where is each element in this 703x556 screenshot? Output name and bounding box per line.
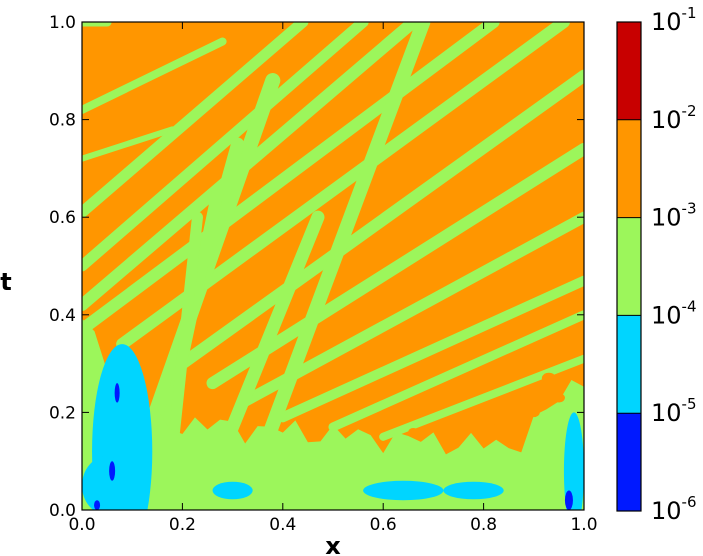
contour-orange-fleck-1 xyxy=(552,393,565,403)
x-tick-label: 1.0 xyxy=(570,515,597,535)
x-tick-label: 0.6 xyxy=(370,515,397,535)
x-tick-label: 0.4 xyxy=(269,515,296,535)
y-axis-ticks: 0.0 0.2 0.4 0.6 0.8 1.0 xyxy=(49,13,584,521)
contour-cyan-patch-5 xyxy=(212,481,253,500)
contour-blue-patch-0 xyxy=(114,383,120,403)
contour-orange-fleck-5 xyxy=(408,428,419,436)
contour-band-low-t xyxy=(82,318,584,510)
colorbar-band xyxy=(617,315,641,414)
contour-cyan-patch-4 xyxy=(443,481,504,500)
contour-orange-fleck-4 xyxy=(493,418,504,427)
colorbar-tick-label: 10-1 xyxy=(651,4,697,36)
x-tick-label: 0.8 xyxy=(470,515,497,535)
contour-blue-patch-3 xyxy=(564,490,573,510)
contour-stripe-8 xyxy=(176,69,584,370)
contour-stripe-4 xyxy=(82,22,369,272)
y-tick-label: 0.0 xyxy=(49,501,76,521)
contour-stripe-9 xyxy=(206,142,584,390)
x-tick-label: 0.2 xyxy=(169,515,196,535)
colorbar-band xyxy=(617,413,641,511)
y-tick-label: 0.2 xyxy=(49,403,76,423)
colorbar-tick-label: 10-4 xyxy=(651,297,697,329)
contour-blue-patch-2 xyxy=(94,500,101,510)
colorbar-band xyxy=(617,119,641,218)
contour-stripe-2 xyxy=(82,126,176,162)
contour-orange-fleck-2 xyxy=(518,388,529,397)
contour-stripe-18 xyxy=(255,22,431,459)
y-tick-label: 1.0 xyxy=(49,13,76,33)
x-tick-label: 0.0 xyxy=(68,515,95,535)
contour-cyan-patch-2 xyxy=(563,412,584,510)
contour-blue-patch-1 xyxy=(109,461,116,481)
contour-stripe-12 xyxy=(328,310,584,432)
contour-stripe-19 xyxy=(216,210,325,458)
colorbar-tick-label: 10-6 xyxy=(651,493,697,525)
plot-frame xyxy=(81,21,585,511)
x-axis-label: x xyxy=(325,532,341,556)
y-tick-label: 0.8 xyxy=(49,111,76,131)
contour-stripe-6 xyxy=(82,22,500,336)
contour-orange-fleck-3 xyxy=(527,407,540,418)
contour-plot-area xyxy=(82,22,584,510)
contour-cyan-patch-3 xyxy=(363,480,444,501)
contour-stripe-13 xyxy=(379,354,584,441)
contour-cyan-patch-1 xyxy=(82,456,133,510)
y-tick-label: 0.4 xyxy=(49,306,76,326)
colorbar-tick-label: 10-2 xyxy=(651,102,697,134)
contour-cyan-patch-0 xyxy=(92,344,153,510)
colorbar-band xyxy=(617,217,641,316)
contour-stripe-11 xyxy=(277,275,584,423)
x-axis-ticks: 0.0 0.2 0.4 0.6 0.8 1.0 xyxy=(68,22,598,535)
contour-orange-fleck-0 xyxy=(541,372,556,384)
colorbar-band xyxy=(617,22,641,120)
contour-stripe-3 xyxy=(82,22,309,218)
y-tick-label: 0.6 xyxy=(49,208,76,228)
y-axis-label: t xyxy=(0,268,11,296)
contour-orange-fleck-6 xyxy=(439,433,448,440)
contour-orange-fleck-7 xyxy=(359,423,368,431)
colorbar-tick-label: 10-3 xyxy=(651,200,697,232)
colorbar: 10-6 10-5 10-4 10-3 10-2 10-1 xyxy=(616,4,697,525)
contour-stripe-17 xyxy=(166,211,203,457)
contour-stripe-1 xyxy=(82,37,227,114)
colorbar-tick-label: 10-5 xyxy=(651,395,697,427)
